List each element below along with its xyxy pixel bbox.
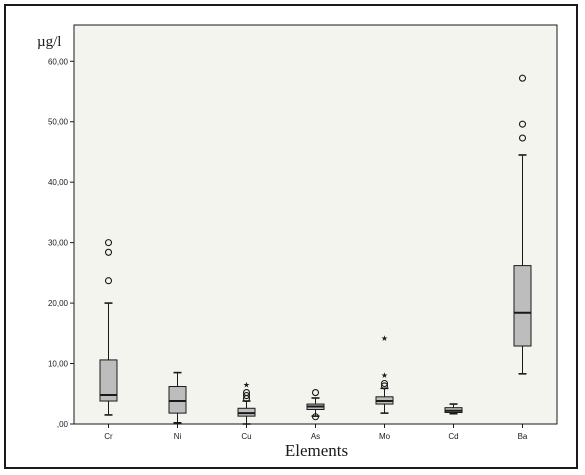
y-tick-label: ,00: [57, 420, 69, 429]
outlier-cr: [104, 277, 113, 285]
x-axis-title: Elements: [285, 441, 348, 460]
box-ni: [168, 386, 187, 414]
x-tick-label-mo: Mo: [379, 432, 391, 441]
outlier-cr: [104, 248, 113, 256]
outlier-ba: [518, 74, 527, 82]
box-ba: [513, 265, 532, 347]
y-tick-label: 20,00: [48, 299, 69, 308]
x-tick-label-cu: Cu: [241, 432, 251, 441]
outlier-mo: [380, 379, 389, 388]
box-cr: [99, 359, 118, 402]
y-tick-label: 60,00: [48, 57, 69, 66]
x-tick-label-ni: Ni: [174, 432, 182, 441]
y-axis-title: µg/l: [37, 34, 61, 50]
y-tick-label: 10,00: [48, 360, 69, 369]
y-tick-label: 40,00: [48, 178, 69, 187]
outlier-mo: [380, 382, 389, 390]
extreme-mo: ★: [381, 371, 388, 380]
y-tick-label: 50,00: [48, 118, 69, 127]
outlier-ba: [518, 120, 527, 128]
extreme-cu: ★: [243, 380, 250, 389]
x-tick-label-cd: Cd: [448, 432, 458, 441]
outlier-cu: [242, 392, 251, 400]
outlier-as: [311, 413, 320, 421]
outlier-as: [311, 389, 320, 397]
x-tick-label-as: As: [311, 432, 320, 441]
x-tick-label-ba: Ba: [518, 432, 528, 441]
outlier-ba: [518, 134, 527, 142]
plot-area: [73, 24, 558, 425]
outlier-cu: [242, 389, 251, 397]
outlier-cr: [104, 239, 113, 247]
x-tick-label-cr: Cr: [104, 432, 113, 441]
extreme-mo: ★: [381, 334, 388, 343]
y-tick-label: 30,00: [48, 239, 69, 248]
